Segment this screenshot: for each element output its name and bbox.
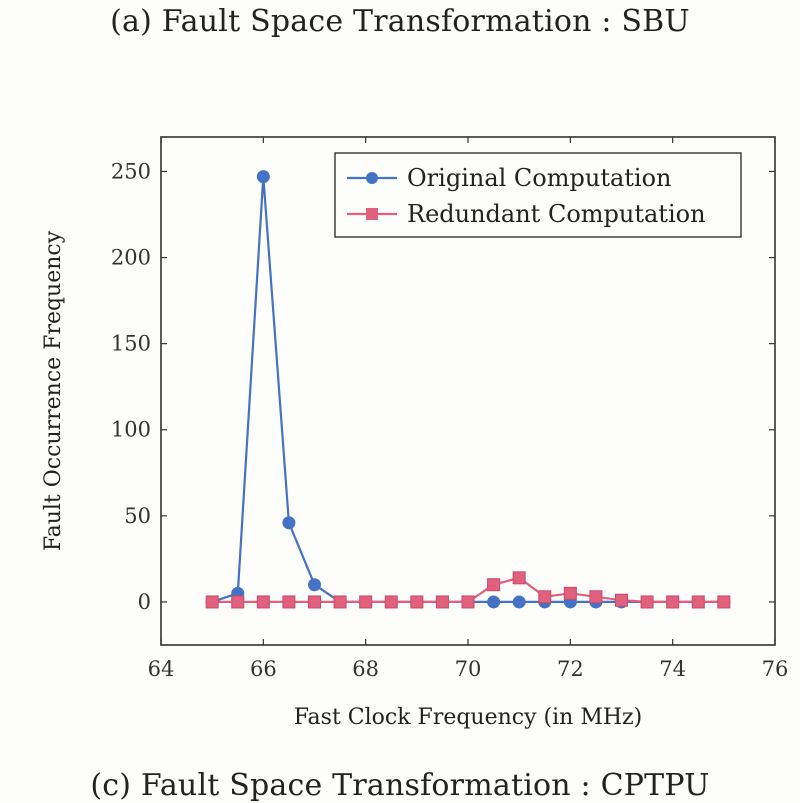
series-2-point [359, 595, 373, 609]
series-2-point [717, 595, 731, 609]
x-tick-label: 64 [148, 657, 175, 681]
x-tick-label: 70 [455, 657, 482, 681]
y-tick-label: 200 [111, 246, 151, 270]
legend-marker-circle [366, 172, 378, 184]
x-tick-label: 68 [352, 657, 379, 681]
line-chart: 64 66 68 70 72 74 76 0 50 100 150 200 250 Fast Clock … [41, 136, 789, 730]
x-axis-label: Fast Clock Frequency (in MHz) [294, 705, 642, 730]
series-2-point [205, 595, 219, 609]
series-2-point [231, 595, 245, 609]
series-2-point [333, 595, 347, 609]
series-2-point [640, 595, 654, 609]
x-tick-label: 74 [659, 657, 686, 681]
legend-label-1: Original Computation [407, 164, 672, 192]
next-figure-caption: (c) Fault Space Transformation : CPTPU [90, 768, 710, 803]
series-1-point [282, 516, 296, 530]
series-2-point [384, 595, 398, 609]
series-1-point [512, 595, 526, 609]
y-tick-label: 100 [111, 418, 151, 442]
series-2-point [435, 595, 449, 609]
chart-title: (a) Fault Space Transformation : SBU [110, 4, 690, 39]
series-1-point [487, 595, 501, 609]
x-tick-label: 66 [250, 657, 277, 681]
series-2-point [538, 590, 552, 604]
y-tick-label: 250 [111, 159, 151, 183]
series-1-point [308, 578, 321, 592]
legend-marker-square [366, 208, 378, 220]
y-tick-label: 50 [124, 504, 151, 528]
series-2-point [589, 590, 603, 604]
series-line-1 [211, 175, 724, 604]
series-2-point [410, 595, 424, 609]
series-2-point [487, 578, 501, 592]
series-1-point [256, 170, 270, 184]
legend-box [334, 152, 742, 238]
x-tick-label: 76 [762, 657, 789, 681]
y-tick-label: 150 [111, 332, 151, 356]
series-2-point [512, 571, 526, 585]
series-2-point [666, 595, 680, 609]
series-2-point [691, 595, 705, 609]
series-2-point [563, 586, 577, 600]
series-2-point [615, 593, 628, 607]
series-2-point [308, 595, 321, 609]
x-tick-label: 72 [557, 657, 584, 681]
y-tick-label: 0 [138, 590, 151, 614]
legend-label-2: Redundant Computation [407, 200, 706, 228]
series-2-point [461, 595, 475, 609]
series-2-point [256, 595, 270, 609]
y-axis-label: Fault Occurrence Frequency [41, 230, 66, 551]
series-2-point [282, 595, 296, 609]
